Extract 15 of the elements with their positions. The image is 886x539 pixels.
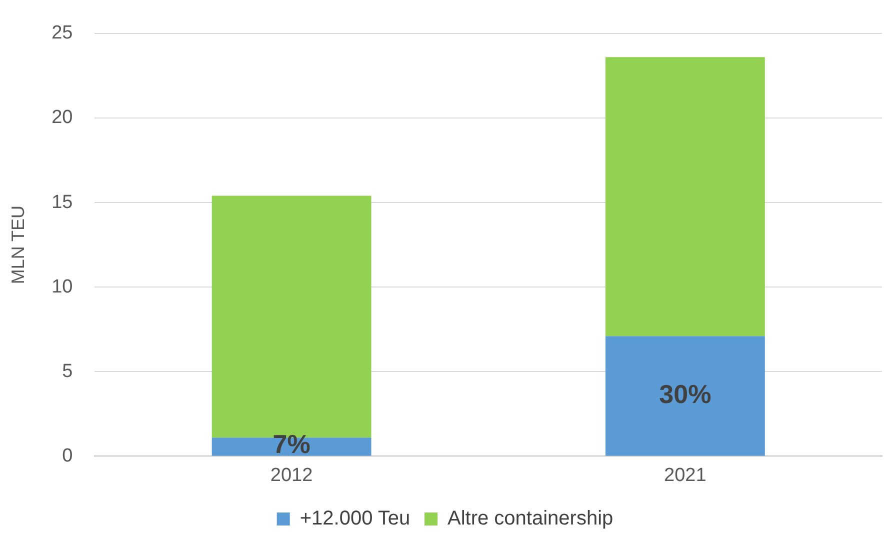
y-tick-label: 0 [62,445,73,466]
legend-label: Altre containership [448,508,614,530]
y-tick-label: 5 [62,360,73,382]
annotation: 30% [659,379,712,410]
y-tick-label: 15 [52,192,73,213]
x-tick-label: 2021 [664,464,706,486]
legend-label: +12.000 Teu [300,508,410,530]
x-tick-label: 2012 [270,464,313,486]
annotation: 7% [272,428,310,459]
y-tick-label: 10 [52,276,73,298]
bar [605,336,765,456]
y-tick-label: 20 [52,107,73,128]
bar [605,57,765,336]
y-tick-label: 25 [52,22,73,44]
y-axis-title: MLN TEU [8,205,28,284]
